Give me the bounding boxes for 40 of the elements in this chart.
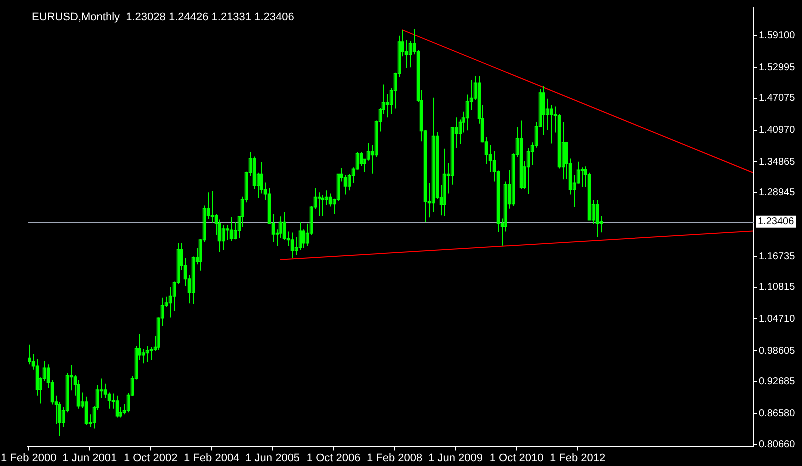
candlestick <box>442 148 446 217</box>
y-tick-label: 1.04710 <box>759 314 796 325</box>
y-tick-label: 1.34865 <box>759 156 796 168</box>
x-tick-label: 1 Jun 2001 <box>62 452 118 464</box>
y-tick-label: 0.92685 <box>759 376 796 388</box>
candlestick <box>432 97 436 213</box>
y-tick-label: 1.59100 <box>759 30 796 42</box>
ref-line-label: 1.23406 <box>758 216 795 228</box>
y-tick-label: 1.28945 <box>759 188 796 199</box>
candlestick <box>450 126 454 186</box>
candlestick <box>222 224 226 250</box>
y-tick-label: 0.98605 <box>759 346 796 357</box>
x-tick-label: 1 Oct 2002 <box>124 452 178 464</box>
x-tick-label: 1 Feb 2004 <box>184 452 240 464</box>
x-tick-label: 1 Jun 2009 <box>428 452 484 464</box>
candlestick <box>146 346 150 363</box>
y-tick-label: 1.40970 <box>759 125 796 136</box>
candlestick <box>142 348 146 364</box>
candlestick <box>192 256 196 305</box>
candlestick <box>366 142 370 162</box>
chart-title: EURUSD,Monthly 1.23028 1.24426 1.21331 1.23406 <box>32 12 294 24</box>
candlestick <box>324 190 328 206</box>
y-tick-label: 1.16735 <box>759 251 796 262</box>
candlestick <box>298 222 302 250</box>
x-tick-label: 1 Feb 2012 <box>550 452 606 464</box>
candlestick <box>210 190 214 224</box>
y-tick-label: 0.80660 <box>759 439 796 450</box>
candlestick <box>408 41 412 68</box>
x-tick-label: 1 Feb 2000 <box>1 452 57 464</box>
x-tick-label: 1 Oct 2006 <box>306 452 361 464</box>
x-tick-label: 1 Oct 2010 <box>490 452 544 464</box>
candlestick <box>466 94 470 132</box>
x-tick-label: 1 Jun 2005 <box>246 452 300 464</box>
y-tick-label: 1.10815 <box>759 282 796 294</box>
candlestick <box>580 167 584 188</box>
y-tick-label: 1.52995 <box>759 62 796 74</box>
y-tick-label: 0.86580 <box>759 408 796 420</box>
x-tick-label: 1 Feb 2008 <box>366 452 423 464</box>
y-tick-label: 1.47075 <box>759 93 796 104</box>
candlestick <box>526 148 530 195</box>
